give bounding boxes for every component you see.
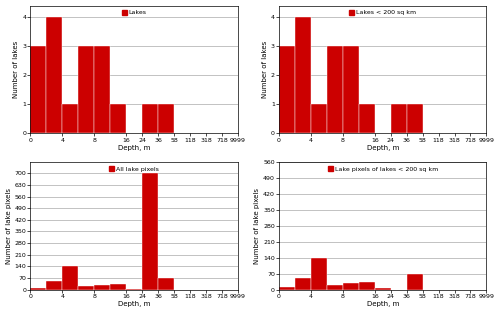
- Bar: [110, 104, 126, 133]
- Bar: [30, 46, 46, 133]
- Bar: [110, 284, 126, 290]
- Bar: [30, 288, 46, 290]
- Bar: [78, 46, 94, 133]
- Legend: Lakes < 200 sq km: Lakes < 200 sq km: [348, 9, 418, 17]
- Bar: [158, 104, 174, 133]
- X-axis label: Depth, m: Depth, m: [118, 145, 150, 151]
- Bar: [374, 288, 390, 290]
- Bar: [46, 281, 62, 290]
- Bar: [406, 104, 422, 133]
- Bar: [279, 287, 295, 290]
- X-axis label: Depth, m: Depth, m: [366, 301, 399, 307]
- Bar: [78, 286, 94, 290]
- Bar: [295, 17, 311, 133]
- X-axis label: Depth, m: Depth, m: [366, 145, 399, 151]
- Bar: [359, 104, 374, 133]
- Bar: [126, 289, 142, 290]
- Y-axis label: Number of lakes: Number of lakes: [14, 41, 20, 98]
- Bar: [94, 285, 110, 290]
- Legend: Lake pixels of lakes < 200 sq km: Lake pixels of lakes < 200 sq km: [326, 165, 439, 173]
- Bar: [62, 266, 78, 290]
- Legend: All lake pixels: All lake pixels: [108, 165, 160, 173]
- Bar: [406, 274, 422, 290]
- Bar: [311, 258, 327, 290]
- X-axis label: Depth, m: Depth, m: [118, 301, 150, 307]
- Legend: Lakes: Lakes: [120, 9, 148, 17]
- Y-axis label: Number of lakes: Number of lakes: [262, 41, 268, 98]
- Bar: [295, 278, 311, 290]
- Bar: [390, 104, 406, 133]
- Bar: [327, 46, 343, 133]
- Bar: [142, 173, 158, 290]
- Bar: [94, 46, 110, 133]
- Bar: [142, 104, 158, 133]
- Y-axis label: Number of lake pixels: Number of lake pixels: [6, 187, 12, 264]
- Bar: [158, 278, 174, 290]
- Bar: [327, 285, 343, 290]
- Bar: [46, 17, 62, 133]
- Bar: [279, 46, 295, 133]
- Bar: [62, 104, 78, 133]
- Bar: [343, 283, 359, 290]
- Bar: [359, 281, 374, 290]
- Bar: [343, 46, 359, 133]
- Y-axis label: Number of lake pixels: Number of lake pixels: [254, 187, 260, 264]
- Bar: [311, 104, 327, 133]
